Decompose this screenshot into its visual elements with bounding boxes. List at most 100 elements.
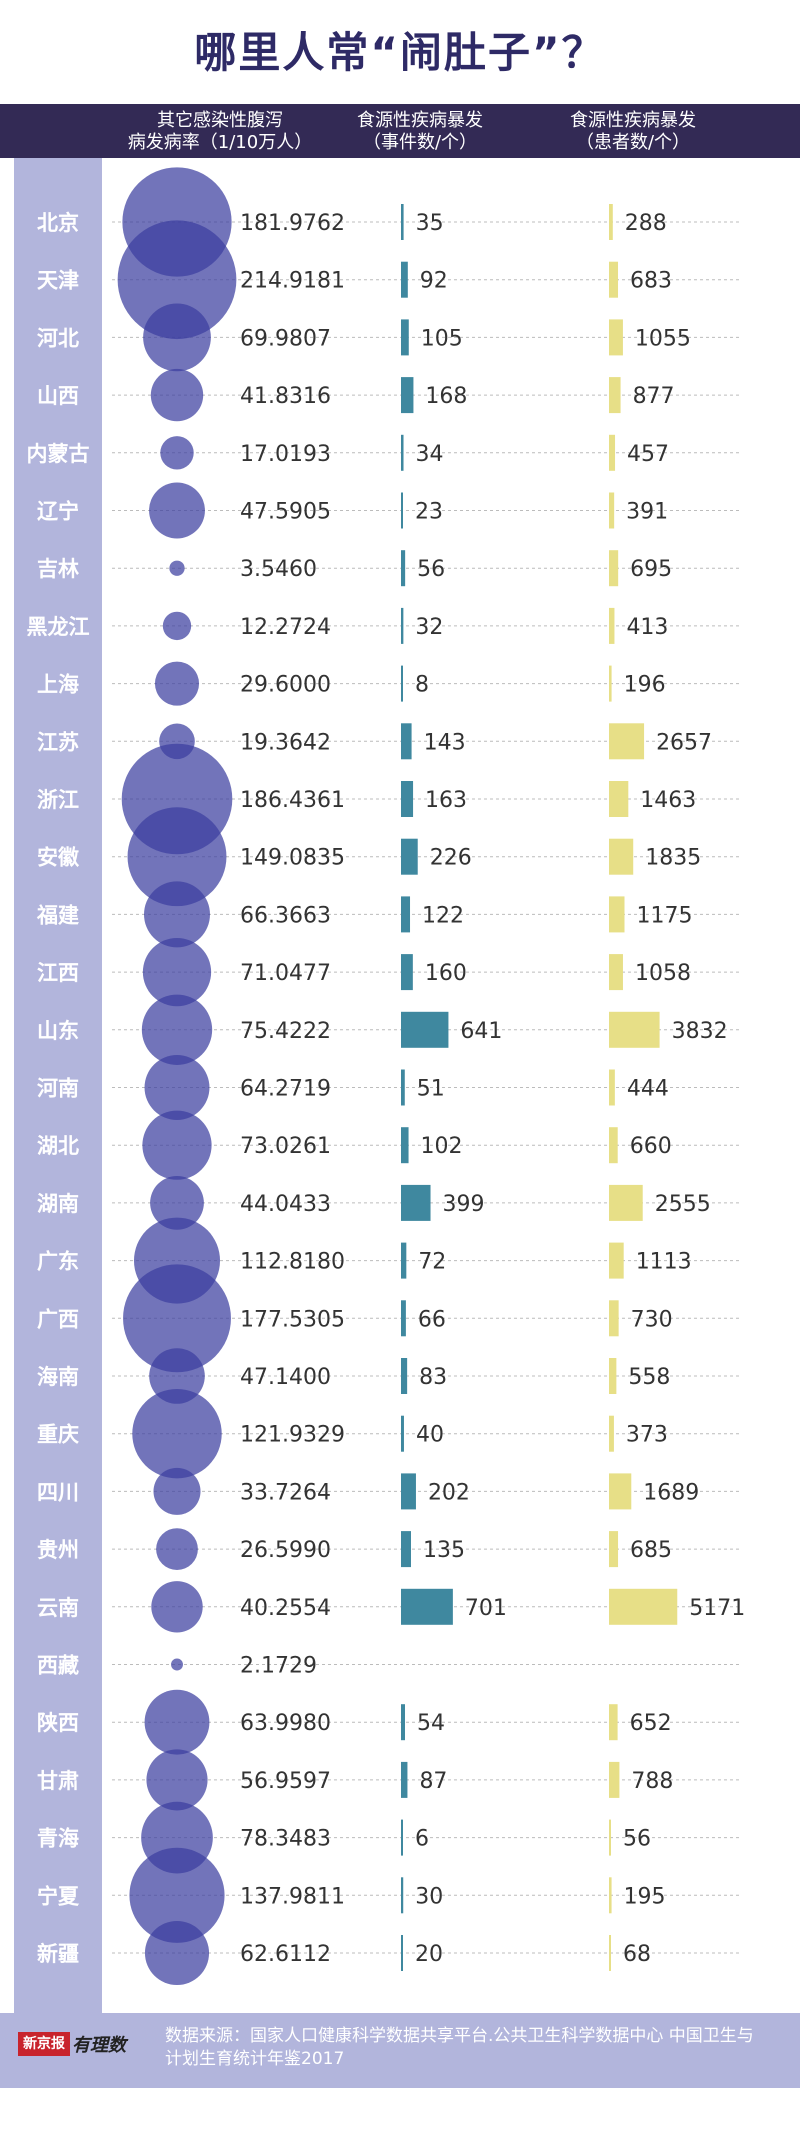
bar-layer (401, 204, 678, 1971)
patients-bar (609, 954, 623, 991)
patients-value: 195 (624, 1884, 666, 1909)
rate-value: 75.4222 (240, 1019, 331, 1044)
events-bar (401, 204, 404, 240)
bubble-四川 (153, 1467, 201, 1515)
events-value: 40 (416, 1423, 444, 1448)
events-value: 226 (430, 846, 472, 871)
events-value: 701 (465, 1596, 507, 1621)
rate-value: 56.9597 (240, 1769, 331, 1794)
region-label: 甘肃 (37, 1769, 79, 1793)
events-value: 51 (417, 1077, 445, 1102)
patients-bar (609, 1415, 614, 1452)
region-label: 陕西 (37, 1711, 79, 1735)
patients-bar (609, 665, 612, 702)
patients-bar (609, 1358, 617, 1394)
bubble-云南 (151, 1581, 203, 1633)
patients-value: 652 (630, 1711, 672, 1736)
events-value: 202 (428, 1480, 470, 1505)
patients-bar (609, 492, 615, 529)
rate-value: 69.9807 (240, 326, 331, 351)
patients-bar (609, 1588, 678, 1625)
patients-bar (609, 1704, 618, 1741)
patients-bar (609, 1935, 611, 1971)
bubble-layer (117, 167, 237, 1986)
bubble-天津 (117, 220, 237, 340)
bubble-广西 (123, 1264, 231, 1373)
events-value: 87 (419, 1769, 447, 1794)
events-value: 135 (423, 1538, 465, 1563)
events-bar (401, 1300, 406, 1337)
bubble-陕西 (144, 1689, 210, 1755)
logo: 新京报 有理数 (18, 2031, 126, 2057)
rate-value: 62.6112 (240, 1942, 331, 1967)
bubble-湖南 (150, 1176, 204, 1230)
patients-bar (609, 1761, 620, 1798)
header-patients: 食源性疾病暴发 （患者数/个） (538, 110, 728, 154)
region-label: 云南 (37, 1596, 79, 1620)
header-patients-line2: （患者数/个） (575, 132, 691, 153)
patients-value: 444 (627, 1077, 669, 1102)
events-value: 66 (418, 1307, 446, 1332)
region-label: 黑龙江 (27, 615, 90, 639)
rate-value: 41.8316 (240, 384, 331, 409)
region-label: 浙江 (37, 788, 79, 812)
region-label: 北京 (37, 211, 79, 235)
bubble-辽宁 (149, 482, 205, 539)
events-bar (401, 1358, 408, 1394)
bubble-西藏 (171, 1658, 183, 1671)
patients-bar (609, 1877, 612, 1914)
patients-bar (609, 1473, 632, 1510)
page-title: 哪里人常“闹肚子”？ (194, 28, 606, 77)
patients-bar (609, 1127, 618, 1164)
bubble-甘肃 (146, 1749, 208, 1811)
footer: 新京报 有理数 数据来源：国家人口健康科学数据共享平台.公共卫生科学数据中心 中… (0, 2013, 800, 2088)
header-rate-line1: 其它感染性腹泻 (157, 110, 283, 131)
rate-value: 63.9980 (240, 1711, 331, 1736)
bubble-新疆 (144, 1920, 210, 1986)
logo-red-text: 新京报 (18, 2032, 70, 2056)
patients-bar (609, 1069, 615, 1106)
events-bar (401, 1011, 449, 1048)
region-label: 新疆 (37, 1942, 79, 1966)
patients-value: 788 (631, 1769, 673, 1794)
bubble-重庆 (132, 1388, 222, 1479)
rate-value: 137.9811 (240, 1884, 345, 1909)
patients-value: 730 (631, 1307, 673, 1332)
events-value: 32 (415, 615, 443, 640)
patients-value: 877 (633, 384, 675, 409)
bubble-黑龙江 (162, 611, 192, 641)
region-label: 西藏 (37, 1654, 79, 1678)
patients-value: 1835 (645, 846, 701, 871)
events-bar (401, 1531, 411, 1568)
rate-value: 12.2724 (240, 615, 331, 640)
region-label: 广西 (37, 1307, 79, 1331)
header-rate-line2: 病发病率（1/10万人） (127, 132, 313, 153)
events-bar (401, 1761, 408, 1798)
events-value: 399 (443, 1192, 485, 1217)
rate-value: 186.4361 (240, 788, 345, 813)
patients-bar (609, 896, 625, 933)
events-value: 35 (416, 211, 444, 236)
events-value: 23 (415, 500, 443, 525)
events-value: 54 (417, 1711, 445, 1736)
events-value: 641 (460, 1019, 502, 1044)
patients-bar (609, 838, 634, 875)
data-source: 数据来源：国家人口健康科学数据共享平台.公共卫生科学数据中心 中国卫生与计划生育… (165, 2026, 754, 2069)
events-bar (401, 319, 409, 356)
rate-value: 64.2719 (240, 1077, 331, 1102)
region-label: 上海 (37, 673, 79, 697)
rate-value: 149.0835 (240, 846, 345, 871)
header-events: 食源性疾病暴发 （事件数/个） (330, 110, 510, 154)
patients-value: 3832 (672, 1019, 728, 1044)
region-label: 山东 (37, 1019, 79, 1043)
events-bar (401, 492, 403, 529)
patients-bar (609, 607, 615, 644)
rate-value: 73.0261 (240, 1134, 331, 1159)
patients-value: 2555 (655, 1192, 711, 1217)
region-label: 河北 (37, 326, 79, 350)
patients-bar (609, 1242, 624, 1279)
region-label: 江苏 (37, 730, 79, 754)
events-value: 30 (415, 1884, 443, 1909)
